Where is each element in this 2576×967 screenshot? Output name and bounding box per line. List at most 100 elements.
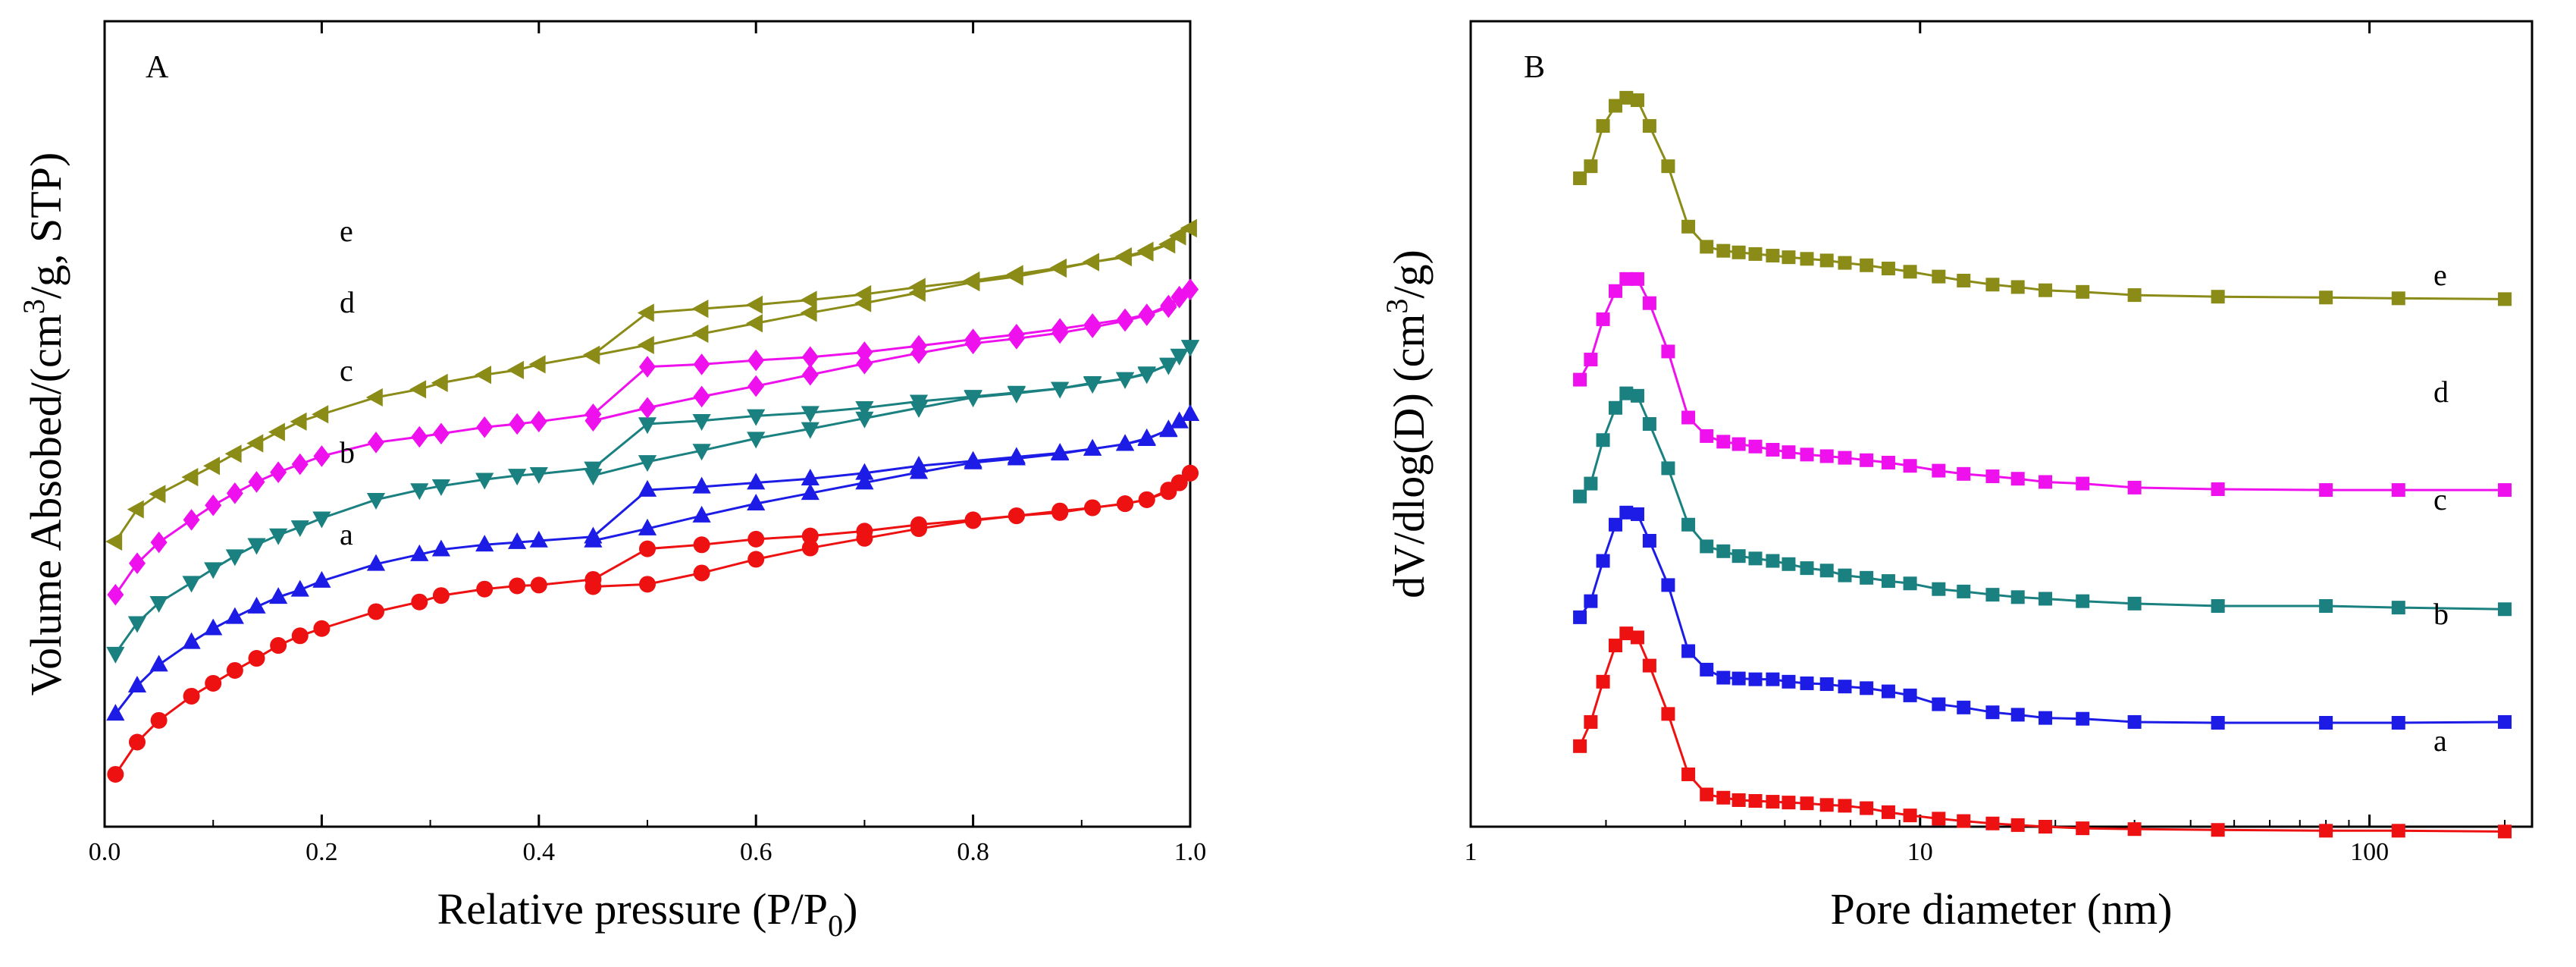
panel-b-series-d	[1573, 272, 2512, 498]
panel-b-point-c	[1957, 584, 1971, 598]
panel-a-point-d	[476, 416, 494, 438]
panel-b-point-a	[1957, 814, 1971, 828]
panel-b-point-d	[1661, 344, 1675, 359]
panel-b-point-b	[1661, 578, 1675, 592]
panel-b-point-d	[1860, 453, 1874, 467]
panel-a-point-d	[747, 349, 765, 372]
panel-b-point-e	[2076, 284, 2090, 299]
panel-b-point-a	[2498, 824, 2512, 839]
panel-b-point-a	[1985, 816, 2000, 830]
panel-b-point-e	[1766, 249, 1780, 263]
panel-b-point-c	[1619, 386, 1634, 400]
panel-a-point-d	[1138, 304, 1155, 326]
panel-a-point-c	[149, 595, 168, 613]
panel-a-desorption-line-d	[593, 288, 1191, 422]
panel-b-point-e	[2211, 290, 2225, 304]
panel-a-point-b	[964, 452, 982, 469]
panel-a-point-c	[1115, 372, 1135, 389]
panel-b-point-c	[2391, 601, 2405, 615]
panel-a-point-c	[1051, 381, 1070, 399]
panel-a-point-d	[856, 353, 873, 375]
panel-a-x-title-sub: 0	[828, 909, 843, 943]
panel-a-point-a	[584, 578, 602, 595]
panel-a-point-a	[1138, 491, 1155, 508]
panel-a-point-c	[225, 549, 244, 567]
panel-a-point-c	[529, 467, 548, 485]
panel-a-point-e	[203, 457, 220, 476]
panel-b-point-a	[2391, 824, 2405, 838]
panel-a-point-d	[128, 552, 146, 575]
panel-b-series-label-d: d	[2433, 375, 2449, 409]
panel-b-point-a	[1630, 630, 1644, 645]
panel-b-point-e	[1748, 246, 1763, 261]
panel-b-point-d	[2319, 483, 2333, 498]
panel-a-series-label-a: a	[340, 517, 353, 551]
panel-b-y-axis-title: dV/dlog(D) (cm3/g)	[1380, 250, 1434, 598]
panel-a-point-c	[1170, 348, 1189, 366]
panel-a-point-b	[801, 469, 819, 486]
panel-b-point-d	[1800, 447, 1814, 462]
panel-a-point-d	[639, 397, 656, 419]
panel-b-point-e	[2391, 291, 2405, 306]
panel-a-point-d	[509, 413, 526, 435]
panel-a-point-d	[693, 385, 710, 408]
panel-b-point-b	[1903, 688, 1917, 702]
panel-a-point-e	[691, 324, 709, 344]
panel-b-point-d	[1609, 284, 1623, 298]
panel-b-point-b	[1630, 507, 1644, 521]
panel-a-point-a	[107, 765, 124, 783]
panel-a-point-c	[801, 422, 819, 439]
panel-a-point-a	[639, 576, 656, 593]
panel-b-point-b	[1609, 517, 1623, 532]
panel-a-point-c	[638, 455, 657, 473]
panel-b-series-c	[1573, 386, 2512, 617]
panel-a-point-b	[225, 607, 244, 624]
panel-a-x-title-main: Relative pressure (P/P	[437, 884, 828, 934]
panel-a-point-a	[248, 650, 265, 667]
panel-a-point-c	[508, 469, 527, 486]
panel-b-line-b	[1578, 511, 2505, 724]
panel-a-point-c	[204, 562, 223, 579]
panel-a-point-c	[312, 511, 331, 529]
panel-a-x-tick-label: 0.8	[957, 838, 989, 866]
panel-a-point-d	[530, 410, 547, 433]
panel-b-point-c	[1800, 561, 1814, 576]
panel-b-point-d	[2391, 483, 2405, 498]
panel-a-point-b	[747, 473, 766, 490]
panel-b-point-d	[1748, 439, 1763, 454]
panel-a-point-a	[128, 733, 146, 751]
panel-a-point-a	[801, 539, 819, 557]
panel-a-point-d	[1051, 322, 1069, 344]
panel-b-point-e	[1642, 119, 1656, 133]
panel-b-point-c	[1661, 461, 1675, 476]
panel-b-point-a	[1661, 707, 1675, 721]
panel-a-x-ticks	[103, 21, 1192, 827]
panel-a-point-e	[1180, 218, 1197, 238]
panel-a-point-c	[909, 400, 929, 418]
panel-b-point-c	[1642, 417, 1656, 431]
panel-b-y-title-main: dV/dlog(D) (cm	[1384, 314, 1434, 598]
panel-b-point-b	[2127, 714, 2142, 729]
panel-b-plot-frame	[1469, 20, 2534, 828]
panel-a-y-title-main: Volume Absobed/(cm	[21, 314, 71, 695]
panel-a-point-a	[530, 576, 547, 594]
panel-b-point-d	[2010, 472, 2025, 486]
panel-b-point-b	[1932, 697, 1946, 711]
panel-b-point-a	[1766, 795, 1780, 809]
panel-b-point-e	[1932, 269, 1946, 284]
panel-a-point-c	[1180, 340, 1200, 357]
panel-b-point-a	[1881, 805, 1895, 819]
panel-a-point-a	[368, 603, 384, 620]
panel-a-point-c	[692, 444, 711, 461]
panel-a-point-b	[1170, 411, 1189, 429]
panel-a-point-b	[475, 535, 494, 552]
panel-b-point-a	[1584, 714, 1598, 729]
panel-a-point-a	[910, 520, 927, 538]
panel-b-point-b	[1731, 671, 1746, 686]
panel-b-point-a	[1596, 674, 1610, 689]
panel-b-point-e	[1731, 245, 1746, 259]
panel-a-point-e	[431, 373, 448, 392]
panel-a-point-a	[313, 620, 331, 637]
panel-b-point-b	[1881, 684, 1895, 699]
panel-a-point-c	[127, 616, 147, 633]
